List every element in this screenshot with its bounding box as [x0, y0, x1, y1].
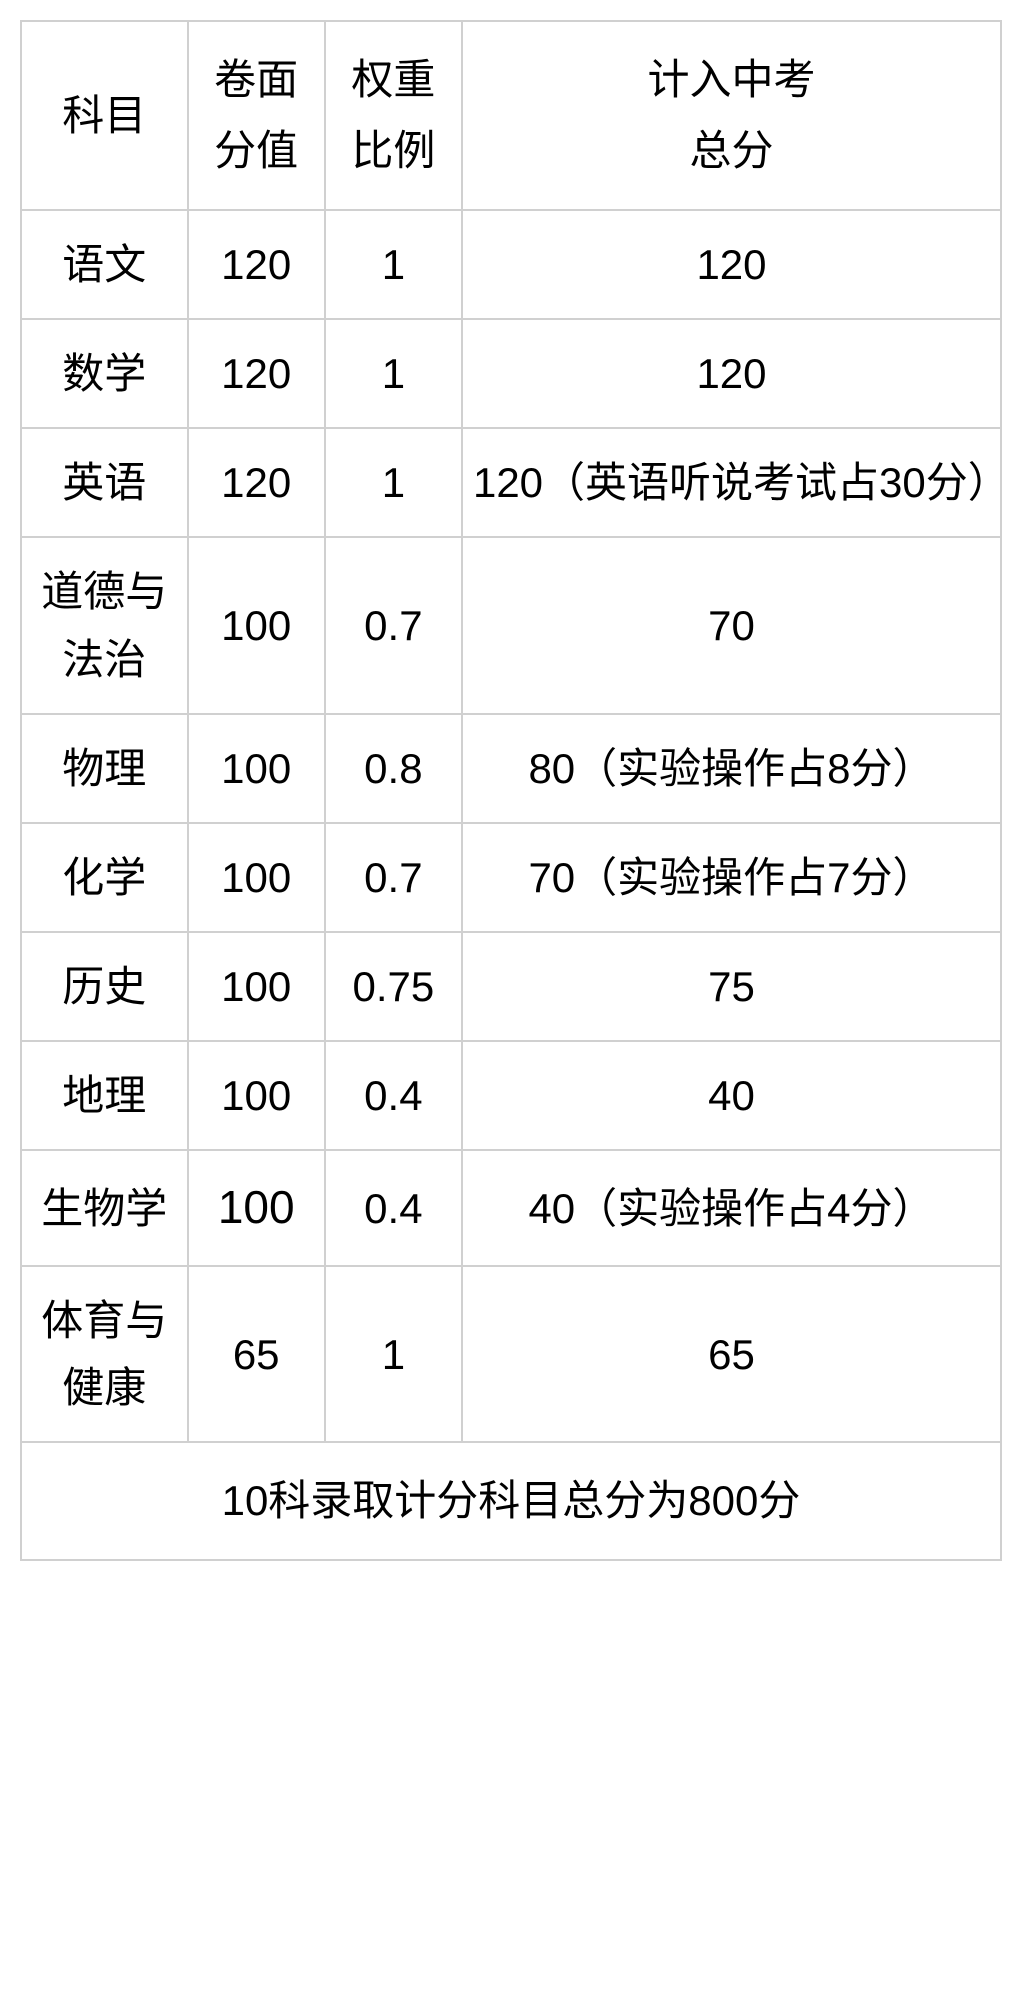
cell-paper-score: 65	[188, 1266, 325, 1442]
table-row: 数学 120 1 120	[21, 319, 1001, 428]
cell-weight: 0.8	[325, 714, 462, 823]
cell-weight: 0.7	[325, 537, 462, 713]
table-row: 体育与健康 65 1 65	[21, 1266, 1001, 1442]
cell-total: 65	[462, 1266, 1001, 1442]
table-body: 语文 120 1 120 数学 120 1 120 英语 120 1 120（英…	[21, 210, 1001, 1443]
cell-subject: 生物学	[21, 1150, 188, 1266]
cell-paper-score: 100	[188, 537, 325, 713]
cell-total: 120（英语听说考试占30分）	[462, 428, 1001, 537]
header-subject: 科目	[21, 21, 188, 210]
cell-total: 75	[462, 932, 1001, 1041]
table-row: 化学 100 0.7 70（实验操作占7分）	[21, 823, 1001, 932]
table-row: 生物学 100 0.4 40（实验操作占4分）	[21, 1150, 1001, 1266]
header-subject-label: 科目	[62, 92, 146, 139]
cell-subject: 数学	[21, 319, 188, 428]
cell-paper-score: 100	[188, 714, 325, 823]
cell-weight: 0.4	[325, 1150, 462, 1266]
cell-subject: 地理	[21, 1041, 188, 1150]
cell-subject: 物理	[21, 714, 188, 823]
cell-total: 80（实验操作占8分）	[462, 714, 1001, 823]
header-paper-score: 卷面 分值	[188, 21, 325, 210]
cell-total: 120	[462, 210, 1001, 319]
header-weight-label: 权重 比例	[351, 44, 435, 187]
header-total-label: 计入中考 总分	[647, 44, 815, 187]
cell-weight: 0.4	[325, 1041, 462, 1150]
cell-weight: 1	[325, 319, 462, 428]
cell-subject: 语文	[21, 210, 188, 319]
table-row: 英语 120 1 120（英语听说考试占30分）	[21, 428, 1001, 537]
cell-total: 40	[462, 1041, 1001, 1150]
cell-weight: 0.75	[325, 932, 462, 1041]
cell-paper-score: 100	[188, 823, 325, 932]
score-table: 科目 卷面 分值 权重 比例 计入中考 总分	[20, 20, 1002, 1561]
cell-weight: 1	[325, 210, 462, 319]
cell-weight: 0.7	[325, 823, 462, 932]
cell-paper-score: 120	[188, 428, 325, 537]
cell-paper-score: 120	[188, 210, 325, 319]
cell-total: 70（实验操作占7分）	[462, 823, 1001, 932]
table-row: 道德与法治 100 0.7 70	[21, 537, 1001, 713]
cell-weight: 1	[325, 1266, 462, 1442]
table-row: 语文 120 1 120	[21, 210, 1001, 319]
header-paper-score-label: 卷面 分值	[214, 44, 298, 187]
cell-paper-score: 100	[188, 932, 325, 1041]
header-total: 计入中考 总分	[462, 21, 1001, 210]
cell-paper-score: 100	[188, 1150, 325, 1266]
cell-total: 120	[462, 319, 1001, 428]
cell-subject: 英语	[21, 428, 188, 537]
cell-paper-score: 100	[188, 1041, 325, 1150]
cell-subject: 道德与法治	[21, 537, 188, 713]
table-row: 地理 100 0.4 40	[21, 1041, 1001, 1150]
cell-subject: 历史	[21, 932, 188, 1041]
cell-paper-score: 120	[188, 319, 325, 428]
cell-total: 70	[462, 537, 1001, 713]
header-weight: 权重 比例	[325, 21, 462, 210]
cell-total: 40（实验操作占4分）	[462, 1150, 1001, 1266]
cell-weight: 1	[325, 428, 462, 537]
table-row: 物理 100 0.8 80（实验操作占8分）	[21, 714, 1001, 823]
table-footer-row: 10科录取计分科目总分为800分	[21, 1442, 1001, 1559]
footer-summary: 10科录取计分科目总分为800分	[21, 1442, 1001, 1559]
cell-subject: 化学	[21, 823, 188, 932]
cell-subject: 体育与健康	[21, 1266, 188, 1442]
table-header-row: 科目 卷面 分值 权重 比例 计入中考 总分	[21, 21, 1001, 210]
table-row: 历史 100 0.75 75	[21, 932, 1001, 1041]
